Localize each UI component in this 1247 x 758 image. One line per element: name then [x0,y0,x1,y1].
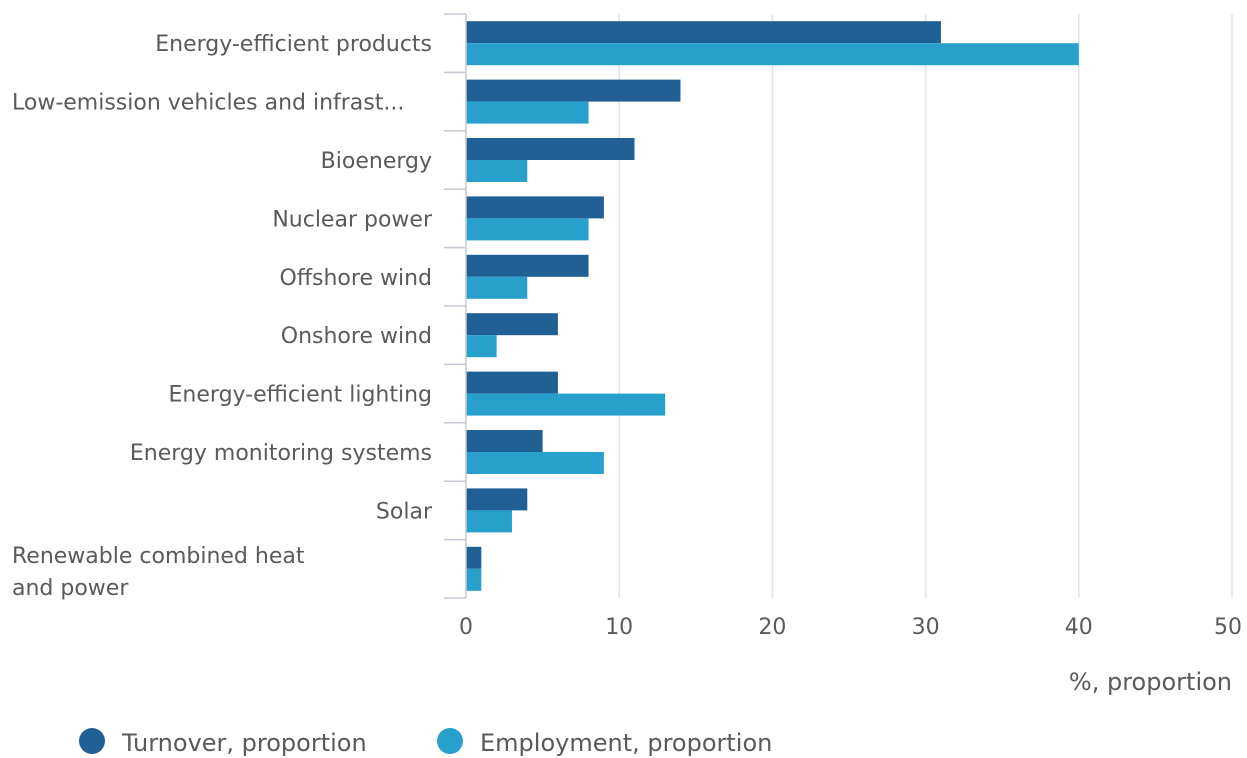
bar-turnover [466,430,543,452]
legend-swatch [79,728,105,754]
gridlines [618,14,1233,598]
bar-employment [466,393,666,416]
bar-employment [466,452,604,474]
x-axis-title: %, proportion [1069,668,1232,696]
bar-turnover [466,196,604,219]
x-tick-label: 50 [1214,615,1242,640]
category-labels: Energy-efficient products Low-emission ve… [12,32,433,601]
bar-employment [466,335,497,358]
category-label: Nuclear power [272,207,433,232]
category-label: Energy monitoring systems [130,441,432,466]
bar-employment [466,160,528,182]
legend: Turnover, proportion Employment, proporti… [79,728,772,757]
category-label: Bioenergy [321,149,432,174]
category-label: Renewable combined heat and power [12,544,305,601]
bar-turnover [466,138,635,160]
bar-turnover [466,254,589,277]
category-label: Energy-efficient lighting [169,383,432,408]
bar-employment [466,510,512,533]
bar-employment [466,276,528,299]
bars [466,21,1079,591]
category-label: Low-emission vehicles and infrast... [12,91,404,116]
x-tick-label: 20 [758,615,786,640]
y-axis [444,13,467,599]
bar-turnover [466,546,482,569]
bar-employment [466,218,589,241]
bar-turnover [466,313,558,336]
category-label: Solar [376,499,433,524]
x-tick-label: 10 [605,615,633,640]
bar-employment [466,101,589,124]
category-label: Offshore wind [280,266,432,291]
category-label: Onshore wind [281,324,432,349]
x-tick-label: 40 [1065,615,1093,640]
category-label: Energy-efficient products [155,32,432,57]
bar-turnover [466,488,528,511]
bar-turnover [466,79,681,102]
x-tick-label: 0 [459,615,473,640]
x-tick-label: 30 [912,615,940,640]
bar-employment [466,43,1079,66]
legend-label: Employment, proportion [480,729,772,757]
x-tick-labels: 0 10 20 30 40 50 [459,615,1242,640]
bar-employment [466,568,482,591]
legend-label: Turnover, proportion [121,729,367,757]
legend-swatch [437,728,463,754]
bar-turnover [466,21,941,44]
bar-turnover [466,371,558,394]
